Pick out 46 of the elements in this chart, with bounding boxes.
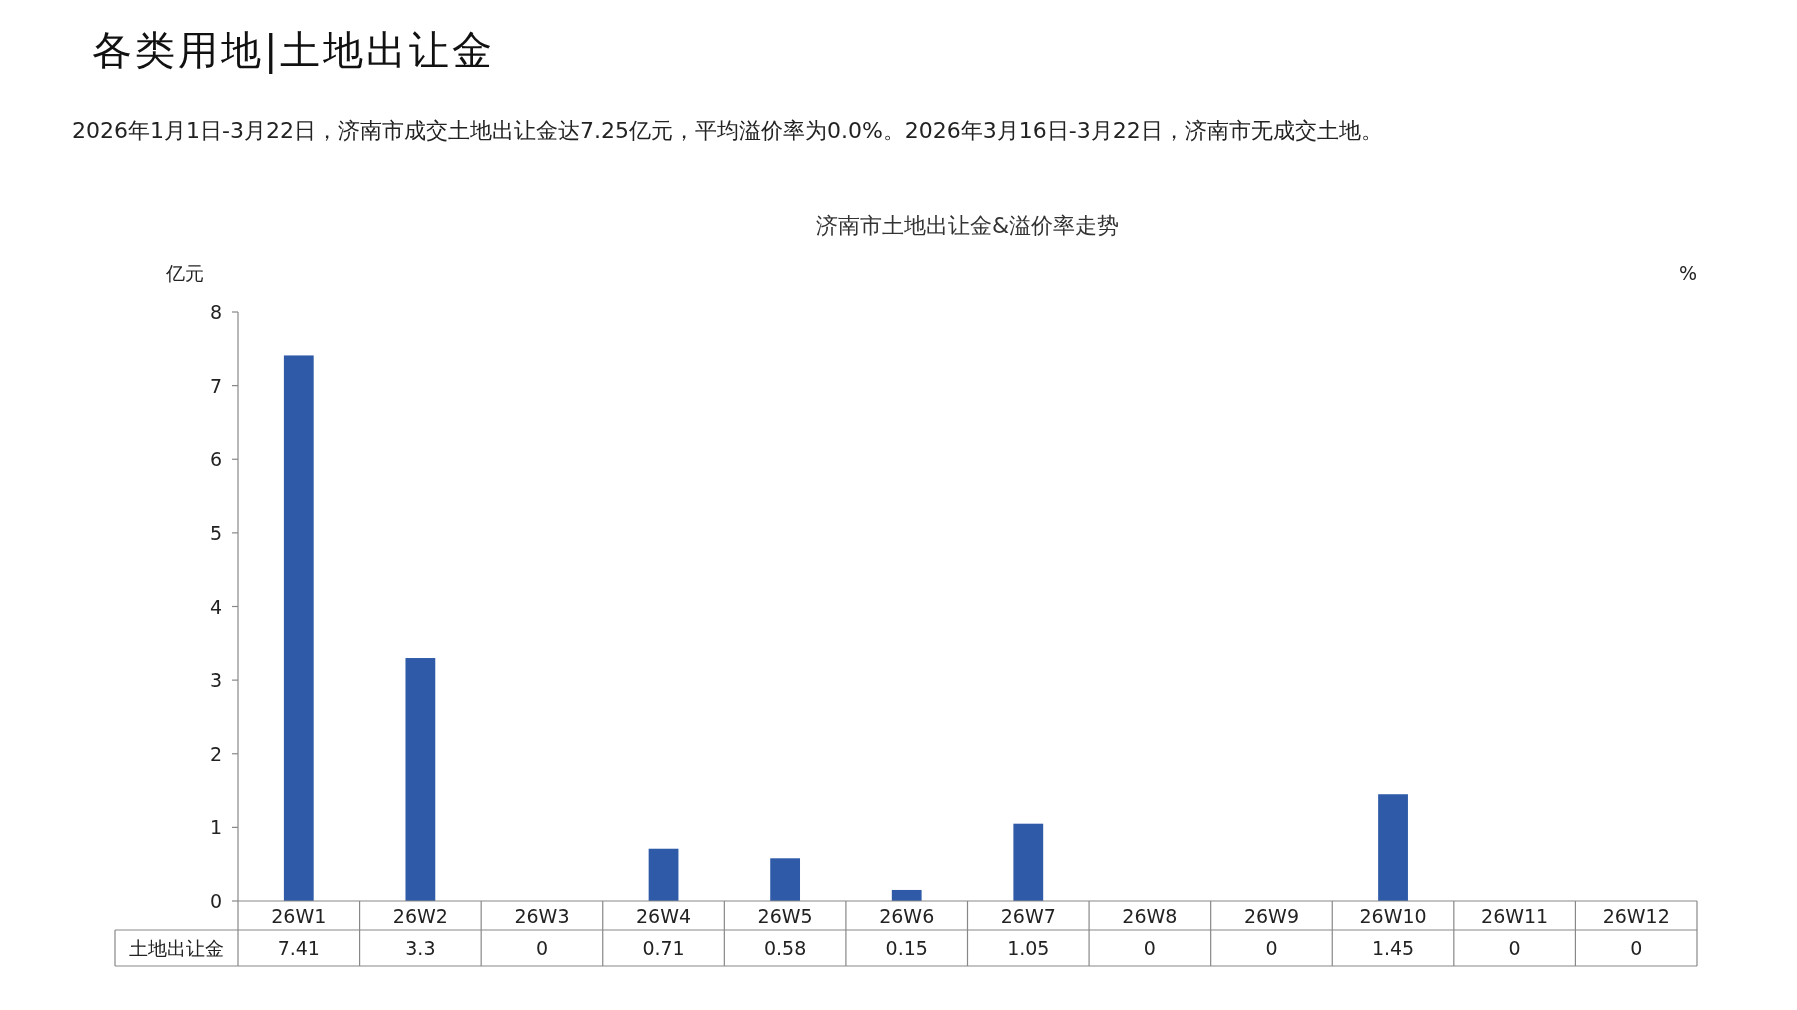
- x-tick-label: 26W5: [757, 905, 813, 927]
- y-tick-label: 5: [209, 521, 222, 544]
- bar: [648, 848, 679, 901]
- data-label: 0.15: [885, 937, 928, 959]
- data-label: 0.58: [763, 937, 807, 959]
- x-tick-label: 26W9: [1243, 905, 1299, 927]
- chart-title: 济南市土地出让金&溢价率走势: [815, 213, 1120, 238]
- x-tick-label: 26W4: [636, 905, 692, 927]
- x-tick-label: 26W2: [392, 905, 448, 927]
- y-axis-title: 亿元: [165, 262, 204, 284]
- y-tick-label: 0: [209, 890, 222, 912]
- bar: [1378, 794, 1408, 901]
- x-tick-label: 26W1: [271, 905, 327, 927]
- text: 2026年1月1日-3月22日，济南市成交土地出让金达7.25亿元，平均溢价率为0.0%。2026年3月16日-3月22日，济南市无成交土地。: [72, 118, 1383, 143]
- y-tick-label: 2: [209, 742, 222, 765]
- text: 各类用地|土地出让金: [92, 27, 496, 74]
- y-tick-label: 4: [209, 595, 222, 618]
- bar: [1013, 823, 1044, 901]
- bar: [770, 858, 801, 901]
- data-label: 0.71: [642, 937, 685, 959]
- data-label: 0: [1630, 937, 1643, 959]
- data-label: 0: [535, 937, 549, 959]
- bar: [891, 889, 922, 901]
- text: 土地出让金: [129, 937, 224, 959]
- x-tick-label: 26W6: [879, 905, 935, 927]
- data-label: 3.3: [405, 937, 436, 959]
- data-label: 0: [1508, 937, 1521, 959]
- bar: [283, 355, 314, 901]
- data-label: 1.45: [1371, 937, 1415, 959]
- x-tick-label: 26W3: [514, 905, 570, 927]
- data-label: 0: [1143, 937, 1156, 959]
- x-tick-label: 26W12: [1602, 905, 1670, 927]
- y-tick-label: 8: [209, 301, 222, 323]
- y-tick-label: 7: [209, 374, 222, 397]
- data-label: 7.41: [277, 937, 320, 959]
- y-tick-label: 3: [209, 669, 222, 692]
- bar: [405, 658, 436, 901]
- x-tick-label: 26W7: [1000, 905, 1056, 927]
- y2-axis-title: %: [1678, 262, 1698, 284]
- data-label: 0: [1265, 937, 1278, 959]
- y-tick-label: 6: [209, 448, 222, 471]
- x-tick-label: 26W10: [1359, 905, 1427, 927]
- y-tick-label: 1: [209, 816, 222, 839]
- x-tick-label: 26W8: [1122, 905, 1178, 927]
- data-label: 1.05: [1007, 937, 1050, 959]
- x-tick-label: 26W11: [1481, 905, 1549, 927]
